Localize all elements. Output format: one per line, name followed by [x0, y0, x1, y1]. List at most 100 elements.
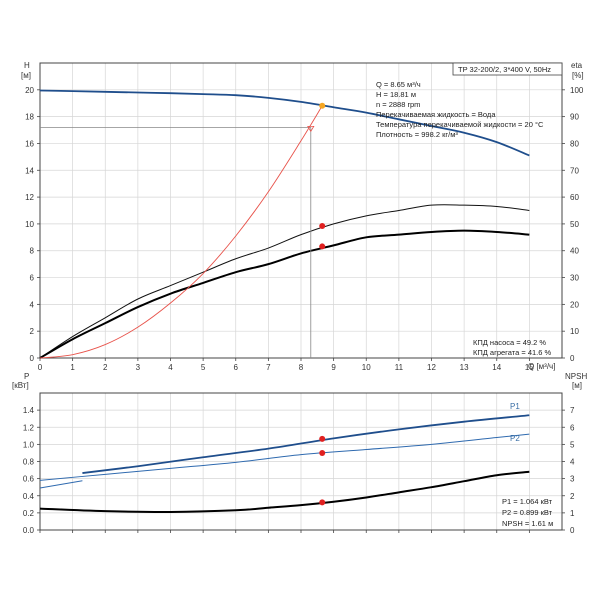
top-y-right-tick-label: 30	[570, 274, 579, 283]
x-tick-label: 15	[525, 363, 534, 372]
top-y-right-tick-label: 70	[570, 166, 579, 175]
top-y-right-tick-label: 60	[570, 193, 579, 202]
bottom-y-left-tick-label: 0.8	[23, 458, 35, 467]
series-eff-pump	[39, 204, 530, 359]
x-tick-label: 7	[266, 363, 271, 372]
series-P2	[39, 433, 530, 481]
info-temp: Температура перекачиваемой жидкости = 20…	[376, 120, 544, 129]
x-tick-label: 10	[362, 363, 371, 372]
bottom-y-right-tick-label: 5	[570, 440, 575, 449]
top-y-left-tick-label: 14	[25, 166, 34, 175]
top-y-left-tick-label: 8	[30, 247, 35, 256]
top-y-left-tick-label: 10	[25, 220, 34, 229]
top-grid	[37, 63, 565, 361]
top-y-right-tick-label: 40	[570, 247, 579, 256]
x-tick-label: 6	[234, 363, 239, 372]
duty-point	[319, 243, 326, 250]
header-label: TP 32-200/2, 3*400 V, 50Hz	[458, 65, 551, 74]
top-frame	[39, 62, 563, 359]
x-tick-label: 0	[38, 363, 43, 372]
top-y-left-tick-label: 2	[30, 327, 35, 336]
x-tick-label: 2	[103, 363, 108, 372]
bottom-y-left-tick-label: 0.6	[23, 475, 35, 484]
top-y-left-tick-label: 12	[25, 193, 34, 202]
top-y-left-tick-label: 0	[30, 354, 35, 363]
series-label-p1: P1	[510, 402, 520, 411]
series-P1	[82, 414, 530, 474]
info-eff-pump: КПД насоса = 49.2 %	[473, 338, 546, 347]
x-tick-label: 3	[136, 363, 141, 372]
y-right-unit: [%]	[572, 71, 584, 80]
bottom-y-right-tick-label: 7	[570, 406, 575, 415]
top-y-left-tick-label: 20	[25, 86, 34, 95]
x-tick-label: 1	[70, 363, 75, 372]
y-left-unit: [м]	[21, 71, 31, 80]
top-y-right-tick-label: 90	[570, 113, 579, 122]
series-eff-unit	[39, 229, 530, 359]
bottom-frame	[39, 392, 563, 531]
x-tick-label: 11	[395, 363, 404, 372]
p-label: P	[24, 372, 29, 381]
bottom-y-right-tick-label: 2	[570, 492, 575, 501]
y-right-label: eta	[571, 61, 583, 70]
x-tick-label: 4	[168, 363, 173, 372]
info-h: H = 18.81 м	[376, 90, 416, 99]
x-tick-label: 9	[331, 363, 336, 372]
bottom-y-left-tick-label: 1.2	[23, 423, 35, 432]
duty-point	[319, 450, 326, 457]
top-series	[39, 89, 530, 359]
bottom-y-left-tick-label: 1.0	[23, 440, 35, 449]
top-y-left-tick-label: 18	[25, 113, 34, 122]
bottom-series	[39, 414, 530, 514]
duty-point	[319, 499, 326, 506]
info-p1: P1 = 1.064 кВт	[502, 497, 553, 506]
duty-point	[319, 435, 326, 442]
bottom-tick-labels: 0.0 0.2 0.4 0.6 0.8 1.0 1.2 1.4 0 1 2 3 4 5 6 7	[23, 406, 575, 535]
duty-point	[319, 102, 326, 109]
x-tick-label: 8	[299, 363, 304, 372]
series-NPSH	[39, 470, 530, 514]
info-npsh: NPSH = 1.61 м	[502, 519, 553, 528]
top-y-right-tick-label: 100	[570, 86, 584, 95]
bottom-y-right-tick-label: 4	[570, 458, 575, 467]
top-y-left-tick-label: 6	[30, 274, 35, 283]
top-y-right-tick-label: 0	[570, 354, 575, 363]
crosshair-marker	[307, 125, 315, 133]
y-left-label: H	[24, 61, 30, 70]
bottom-y-right-tick-label: 1	[570, 509, 575, 518]
info-p2: P2 = 0.899 кВт	[502, 508, 553, 517]
series-P2-left	[39, 480, 83, 489]
top-y-left-tick-label: 16	[25, 139, 34, 148]
info-n: n = 2888 rpm	[376, 100, 420, 109]
top-tick-labels: 0 1 2 3 4 5 6 7 8 9 10 11 12 13 14 15024681012141618200…	[25, 86, 584, 372]
bottom-y-right-tick-label: 6	[570, 423, 575, 432]
x-tick-label: 14	[492, 363, 501, 372]
x-tick-label: 12	[427, 363, 436, 372]
header-box	[452, 62, 563, 76]
info-density: Плотность = 998.2 кг/м³	[376, 130, 458, 139]
info-eff-unit: КПД агрегата = 41.6 %	[473, 348, 551, 357]
bottom-y-right-tick-label: 0	[570, 526, 575, 535]
bottom-y-right-tick-label: 3	[570, 475, 575, 484]
top-y-right-tick-label: 20	[570, 300, 579, 309]
info-liquid: Перекачиваемая жидкость = Вода	[376, 110, 496, 119]
top-y-right-tick-label: 80	[570, 139, 579, 148]
info-q: Q = 8.65 м³/ч	[376, 80, 421, 89]
x-tick-label: 5	[201, 363, 206, 372]
top-y-left-tick-label: 4	[30, 300, 35, 309]
p-unit: [кВт]	[12, 381, 29, 390]
x-tick-label: 13	[460, 363, 469, 372]
top-y-right-tick-label: 10	[570, 327, 579, 336]
series-label-p2: P2	[510, 434, 520, 443]
top-y-right-tick-label: 50	[570, 220, 579, 229]
series-system	[39, 105, 323, 359]
bottom-y-left-tick-label: 0.4	[23, 492, 35, 501]
bottom-y-left-tick-label: 1.4	[23, 406, 35, 415]
bottom-y-left-tick-label: 0.0	[23, 526, 35, 535]
duty-point	[319, 223, 326, 230]
npsh-label: NPSH	[565, 372, 587, 381]
x-axis-label: Q [м³/ч]	[528, 362, 555, 371]
series-head	[39, 89, 530, 157]
npsh-unit: [м]	[572, 381, 582, 390]
